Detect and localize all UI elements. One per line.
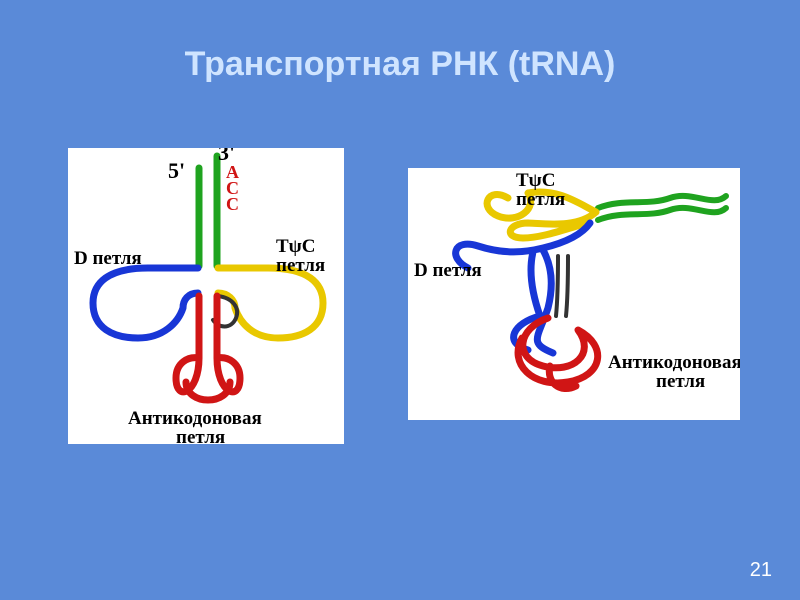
d-loop-shape [93, 268, 198, 338]
panel-cloverleaf: 5' 3' А С С D петля ТψС петля Антикодоно… [68, 148, 344, 444]
label-anticodon-loop-2: Антикодоновая петля [608, 352, 740, 392]
label-d-loop-2: D петля [414, 260, 482, 281]
label-anticodon-loop: Антикодоновая петля [128, 408, 266, 444]
acceptor-stem-3d [598, 196, 726, 220]
label-5-prime: 5' [168, 158, 185, 183]
slide-title: Транспортная РНК (tRNA) [0, 45, 800, 84]
variable-loop-3d [556, 256, 568, 316]
acceptor-stem [199, 156, 217, 266]
label-acc: А С С [226, 162, 244, 214]
label-tpsic-loop: ТψС петля [276, 236, 325, 276]
label-d-loop: D петля [74, 248, 142, 269]
panel-tertiary: ТψС петля D петля Антикодоновая петля [408, 168, 740, 420]
anticodon-loop-3d [518, 318, 598, 389]
label-tpsic-loop-2: ТψС петля [516, 170, 565, 210]
slide-root: Транспортная РНК (tRNA) 5' 3' А С [0, 0, 800, 600]
slide-number: 21 [750, 559, 772, 582]
